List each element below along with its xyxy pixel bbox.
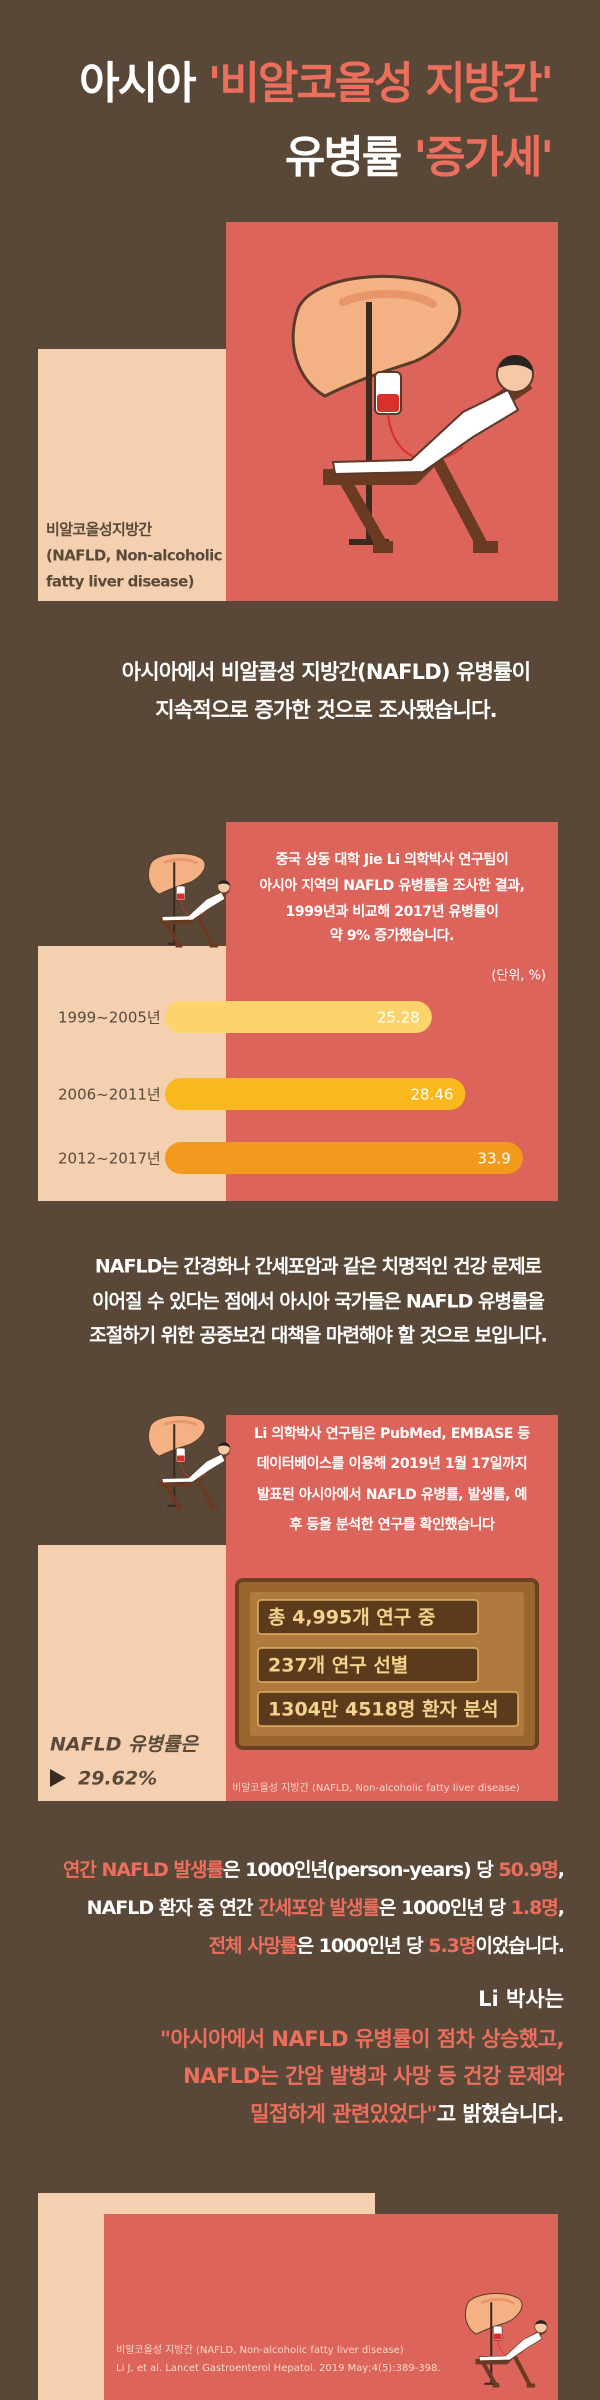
stat-text: 총 4,995개 연구 중: [268, 1607, 435, 1629]
discussion-line: NAFLD는 간경화나 간세포암과 같은 치명적인 건강 문제로: [95, 1256, 542, 1278]
incidence-text: ,: [558, 1897, 564, 1919]
incidence-text: NAFLD 환자 중 연간: [87, 1897, 258, 1919]
quote-line: "아시아에서 NAFLD 유병률이 점차 상승했고,: [160, 2027, 564, 2051]
title-accent: '비알코올성 지방간': [208, 58, 552, 109]
footer-note: 비알코올성 지방간 (NAFLD, Non-alcoholic fatty li…: [116, 2344, 404, 2356]
incidence-text: ,: [558, 1859, 564, 1881]
incidence-text: 은 1000인년 당: [379, 1897, 511, 1919]
unit-note: (단위, %): [491, 969, 546, 984]
review-line: Li 의학박사 연구팀은 PubMed, EMBASE 등: [254, 1425, 531, 1442]
intro-line: 아시아에서 비알콜성 지방간(NAFLD) 유병률이: [122, 660, 530, 684]
title-accent: '증가세': [414, 132, 552, 183]
hero-caption: 비알코올성지방간 (NAFLD, Non-alcoholic fatty liv…: [46, 521, 223, 591]
intro: 아시아에서 비알콜성 지방간(NAFLD) 유병률이 지속적으로 증가한 것으로…: [122, 660, 531, 722]
incidence-line: NAFLD 환자 중 연간 간세포암 발생률은 1000인년 당 1.8명,: [87, 1897, 564, 1919]
title-text: 아시아: [79, 58, 208, 109]
incidence-text: 연간 NAFLD 발생률: [63, 1859, 224, 1881]
review-line: 후 등을 분석한 연구를 확인했습니다: [289, 1516, 495, 1533]
title-line: 유병률 '증가세': [285, 132, 552, 183]
quote-speaker: Li 박사는: [478, 1987, 564, 2011]
panel-beige: [38, 1545, 226, 1801]
bar: [165, 1078, 466, 1110]
stats: 총 4,995개 연구 중 237개 연구 선별 1304만 4518명 환자 …: [257, 1599, 519, 1727]
incidence-text: 은 1000인년(person-years) 당: [223, 1859, 498, 1881]
prevalence-label: NAFLD 유병률은: [50, 1734, 200, 1756]
quote-line: NAFLD는 간암 발병과 사망 등 건강 문제와: [183, 2064, 565, 2088]
value-label: 33.9: [477, 1150, 510, 1168]
review-line: 데이터베이스를 이용해 2019년 1월 17일까지: [257, 1455, 527, 1472]
study-line: 1999년과 비교해 2017년 유병률이: [286, 903, 499, 920]
prevalence-value: 29.62%: [78, 1768, 157, 1790]
bar-chart: 1999~2005년 25.28 2006~2011년 28.46 2012~2017년…: [58, 1001, 523, 1174]
title-text: 유병률: [285, 132, 414, 183]
quote-text: 밀접하게 관련있었다": [250, 2102, 437, 2126]
study-text: 중국 상동 대학 Jie Li 의학박사 연구팀이 아시아 지역의 NAFLD …: [259, 851, 525, 944]
intro-line: 지속적으로 증가한 것으로 조사됐습니다.: [155, 698, 497, 722]
review-note: 비알코올성 지방간 (NAFLD, Non-alcoholic fatty li…: [232, 1782, 520, 1794]
study-line: 중국 상동 대학 Jie Li 의학박사 연구팀이: [276, 851, 509, 868]
review-text: Li 의학박사 연구팀은 PubMed, EMBASE 등 데이터베이스를 이용…: [254, 1425, 531, 1533]
study-line: 아시아 지역의 NAFLD 유병률을 조사한 결과,: [259, 877, 524, 894]
illustration: [148, 853, 230, 945]
quote: "아시아에서 NAFLD 유병률이 점차 상승했고, NAFLD는 간암 발병과…: [160, 2027, 566, 2126]
stat-text: 237개 연구 선별: [268, 1655, 408, 1677]
incidence-text: 이었습니다.: [475, 1935, 564, 1957]
discussion: NAFLD는 간경화나 간세포암과 같은 치명적인 건강 문제로 이어질 수 있…: [89, 1256, 548, 1347]
incidence-line: 연간 NAFLD 발생률은 1000인년(person-years) 당 50.…: [63, 1859, 564, 1881]
value-label: 25.28: [377, 1009, 420, 1027]
study-line: 약 9% 증가했습니다.: [330, 927, 454, 944]
stat-text: 1304만 4518명 환자 분석: [268, 1699, 499, 1721]
quote-tail: 고 밝혔습니다.: [437, 2102, 564, 2126]
plaque: [257, 1647, 479, 1683]
incidence: 연간 NAFLD 발생률은 1000인년(person-years) 당 50.…: [63, 1859, 565, 1957]
incidence-text: 5.3명: [428, 1935, 475, 1957]
category-label: 2006~2011년: [58, 1086, 161, 1104]
bar: [165, 1142, 523, 1174]
panel-beige: [38, 349, 226, 601]
caption-line: (NAFLD, Non-alcoholic: [46, 547, 222, 565]
incidence-line: 전체 사망률은 1000인년 당 5.3명이었습니다.: [209, 1935, 564, 1957]
quote-line: 밀접하게 관련있었다"고 밝혔습니다.: [250, 2102, 564, 2126]
incidence-text: 은 1000인년 당: [297, 1935, 429, 1957]
citation: Li J, et al. Lancet Gastroenterol Hepato…: [116, 2363, 441, 2374]
caption-line: fatty liver disease): [46, 573, 194, 591]
illustration: [148, 1415, 230, 1507]
title-line: 아시아 '비알코올성 지방간': [79, 58, 552, 109]
plaque: [257, 1599, 479, 1635]
incidence-text: 1.8명: [511, 1897, 558, 1919]
bar: [165, 1001, 432, 1033]
incidence-text: 전체 사망률: [209, 1935, 298, 1957]
incidence-text: 50.9명: [498, 1859, 557, 1881]
category-label: 2012~2017년: [58, 1150, 161, 1168]
arrow-icon: [50, 1769, 66, 1787]
caption-line: 비알코올성지방간: [46, 521, 152, 539]
category-label: 1999~2005년: [58, 1009, 161, 1027]
discussion-line: 조절하기 위한 공중보건 대책을 마련해야 할 것으로 보입니다.: [89, 1324, 547, 1347]
incidence-text: 간세포암 발생률: [258, 1897, 379, 1919]
value-label: 28.46: [410, 1086, 453, 1104]
discussion-line: 이어질 수 있다는 점에서 아시아 국가들은 NAFLD 유병률을: [92, 1291, 544, 1313]
review-line: 발표된 아시아에서 NAFLD 유병률, 발생률, 예: [257, 1486, 527, 1503]
plaque: [257, 1691, 519, 1727]
